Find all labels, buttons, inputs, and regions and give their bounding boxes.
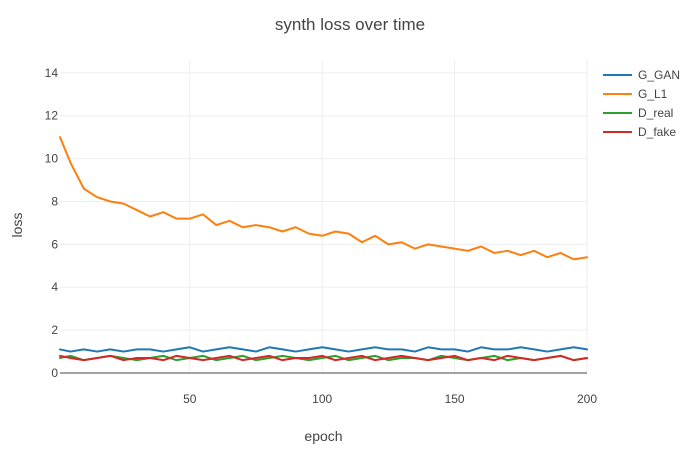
tick-layer: 50 100 150 200 0 2 4 6 8 10 12 14 (45, 66, 598, 406)
series-line-g-l1 (59, 136, 588, 261)
x-tick-label: 150 (445, 392, 465, 406)
x-tick-label: 50 (183, 392, 197, 406)
legend-label-d-real: D_real (638, 106, 673, 120)
legend-label-g-gan: G_GAN (638, 68, 680, 82)
y-axis-title: loss (9, 213, 25, 238)
grid-layer (60, 60, 588, 373)
legend-label-g-l1: G_L1 (638, 87, 668, 101)
y-tick-label: 4 (51, 280, 58, 294)
y-tick-label: 12 (45, 109, 59, 123)
x-axis-title: epoch (304, 428, 342, 444)
x-tick-label: 100 (312, 392, 332, 406)
y-tick-label: 0 (51, 366, 58, 380)
legend: G_GAN G_L1 D_real D_fake (603, 68, 680, 139)
y-tick-label: 14 (45, 66, 59, 80)
y-tick-label: 2 (51, 323, 58, 337)
chart-title: synth loss over time (275, 15, 425, 34)
y-tick-label: 6 (51, 237, 58, 251)
series-layer (59, 136, 588, 362)
legend-label-d-fake: D_fake (638, 125, 676, 139)
series-line-d-fake (59, 354, 588, 362)
series-line-g-gan (59, 346, 588, 353)
x-tick-label: 200 (577, 392, 597, 406)
y-tick-label: 10 (45, 152, 59, 166)
y-tick-label: 8 (51, 194, 58, 208)
